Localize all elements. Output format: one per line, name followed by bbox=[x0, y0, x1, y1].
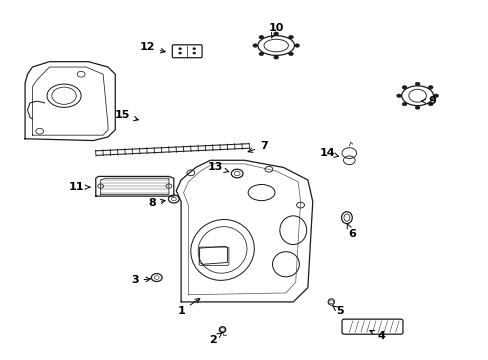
Text: 8: 8 bbox=[148, 198, 165, 208]
Text: 1: 1 bbox=[177, 299, 200, 316]
Text: 10: 10 bbox=[268, 23, 284, 38]
Circle shape bbox=[273, 55, 278, 59]
Circle shape bbox=[259, 52, 263, 56]
Circle shape bbox=[259, 35, 263, 39]
Text: 5: 5 bbox=[332, 306, 343, 316]
Text: 14: 14 bbox=[319, 148, 338, 158]
Text: 11: 11 bbox=[68, 182, 90, 192]
Circle shape bbox=[401, 102, 406, 106]
Circle shape bbox=[252, 44, 257, 47]
Text: 6: 6 bbox=[346, 224, 355, 239]
Circle shape bbox=[178, 48, 181, 50]
Circle shape bbox=[288, 35, 293, 39]
Circle shape bbox=[427, 86, 432, 89]
Text: 2: 2 bbox=[208, 333, 222, 345]
Circle shape bbox=[433, 94, 438, 98]
Text: 12: 12 bbox=[139, 42, 165, 53]
Text: 13: 13 bbox=[207, 162, 228, 172]
Circle shape bbox=[178, 52, 181, 54]
Circle shape bbox=[427, 102, 432, 106]
Circle shape bbox=[414, 82, 419, 86]
Circle shape bbox=[192, 52, 195, 54]
Text: 3: 3 bbox=[131, 275, 150, 285]
Circle shape bbox=[273, 32, 278, 36]
Text: 7: 7 bbox=[247, 141, 267, 152]
Circle shape bbox=[192, 48, 195, 50]
Text: 4: 4 bbox=[369, 330, 384, 341]
Text: 15: 15 bbox=[115, 111, 138, 121]
Circle shape bbox=[294, 44, 299, 47]
Circle shape bbox=[414, 106, 419, 109]
Circle shape bbox=[288, 52, 293, 56]
Circle shape bbox=[401, 86, 406, 89]
Text: 9: 9 bbox=[421, 96, 435, 106]
Circle shape bbox=[396, 94, 401, 98]
